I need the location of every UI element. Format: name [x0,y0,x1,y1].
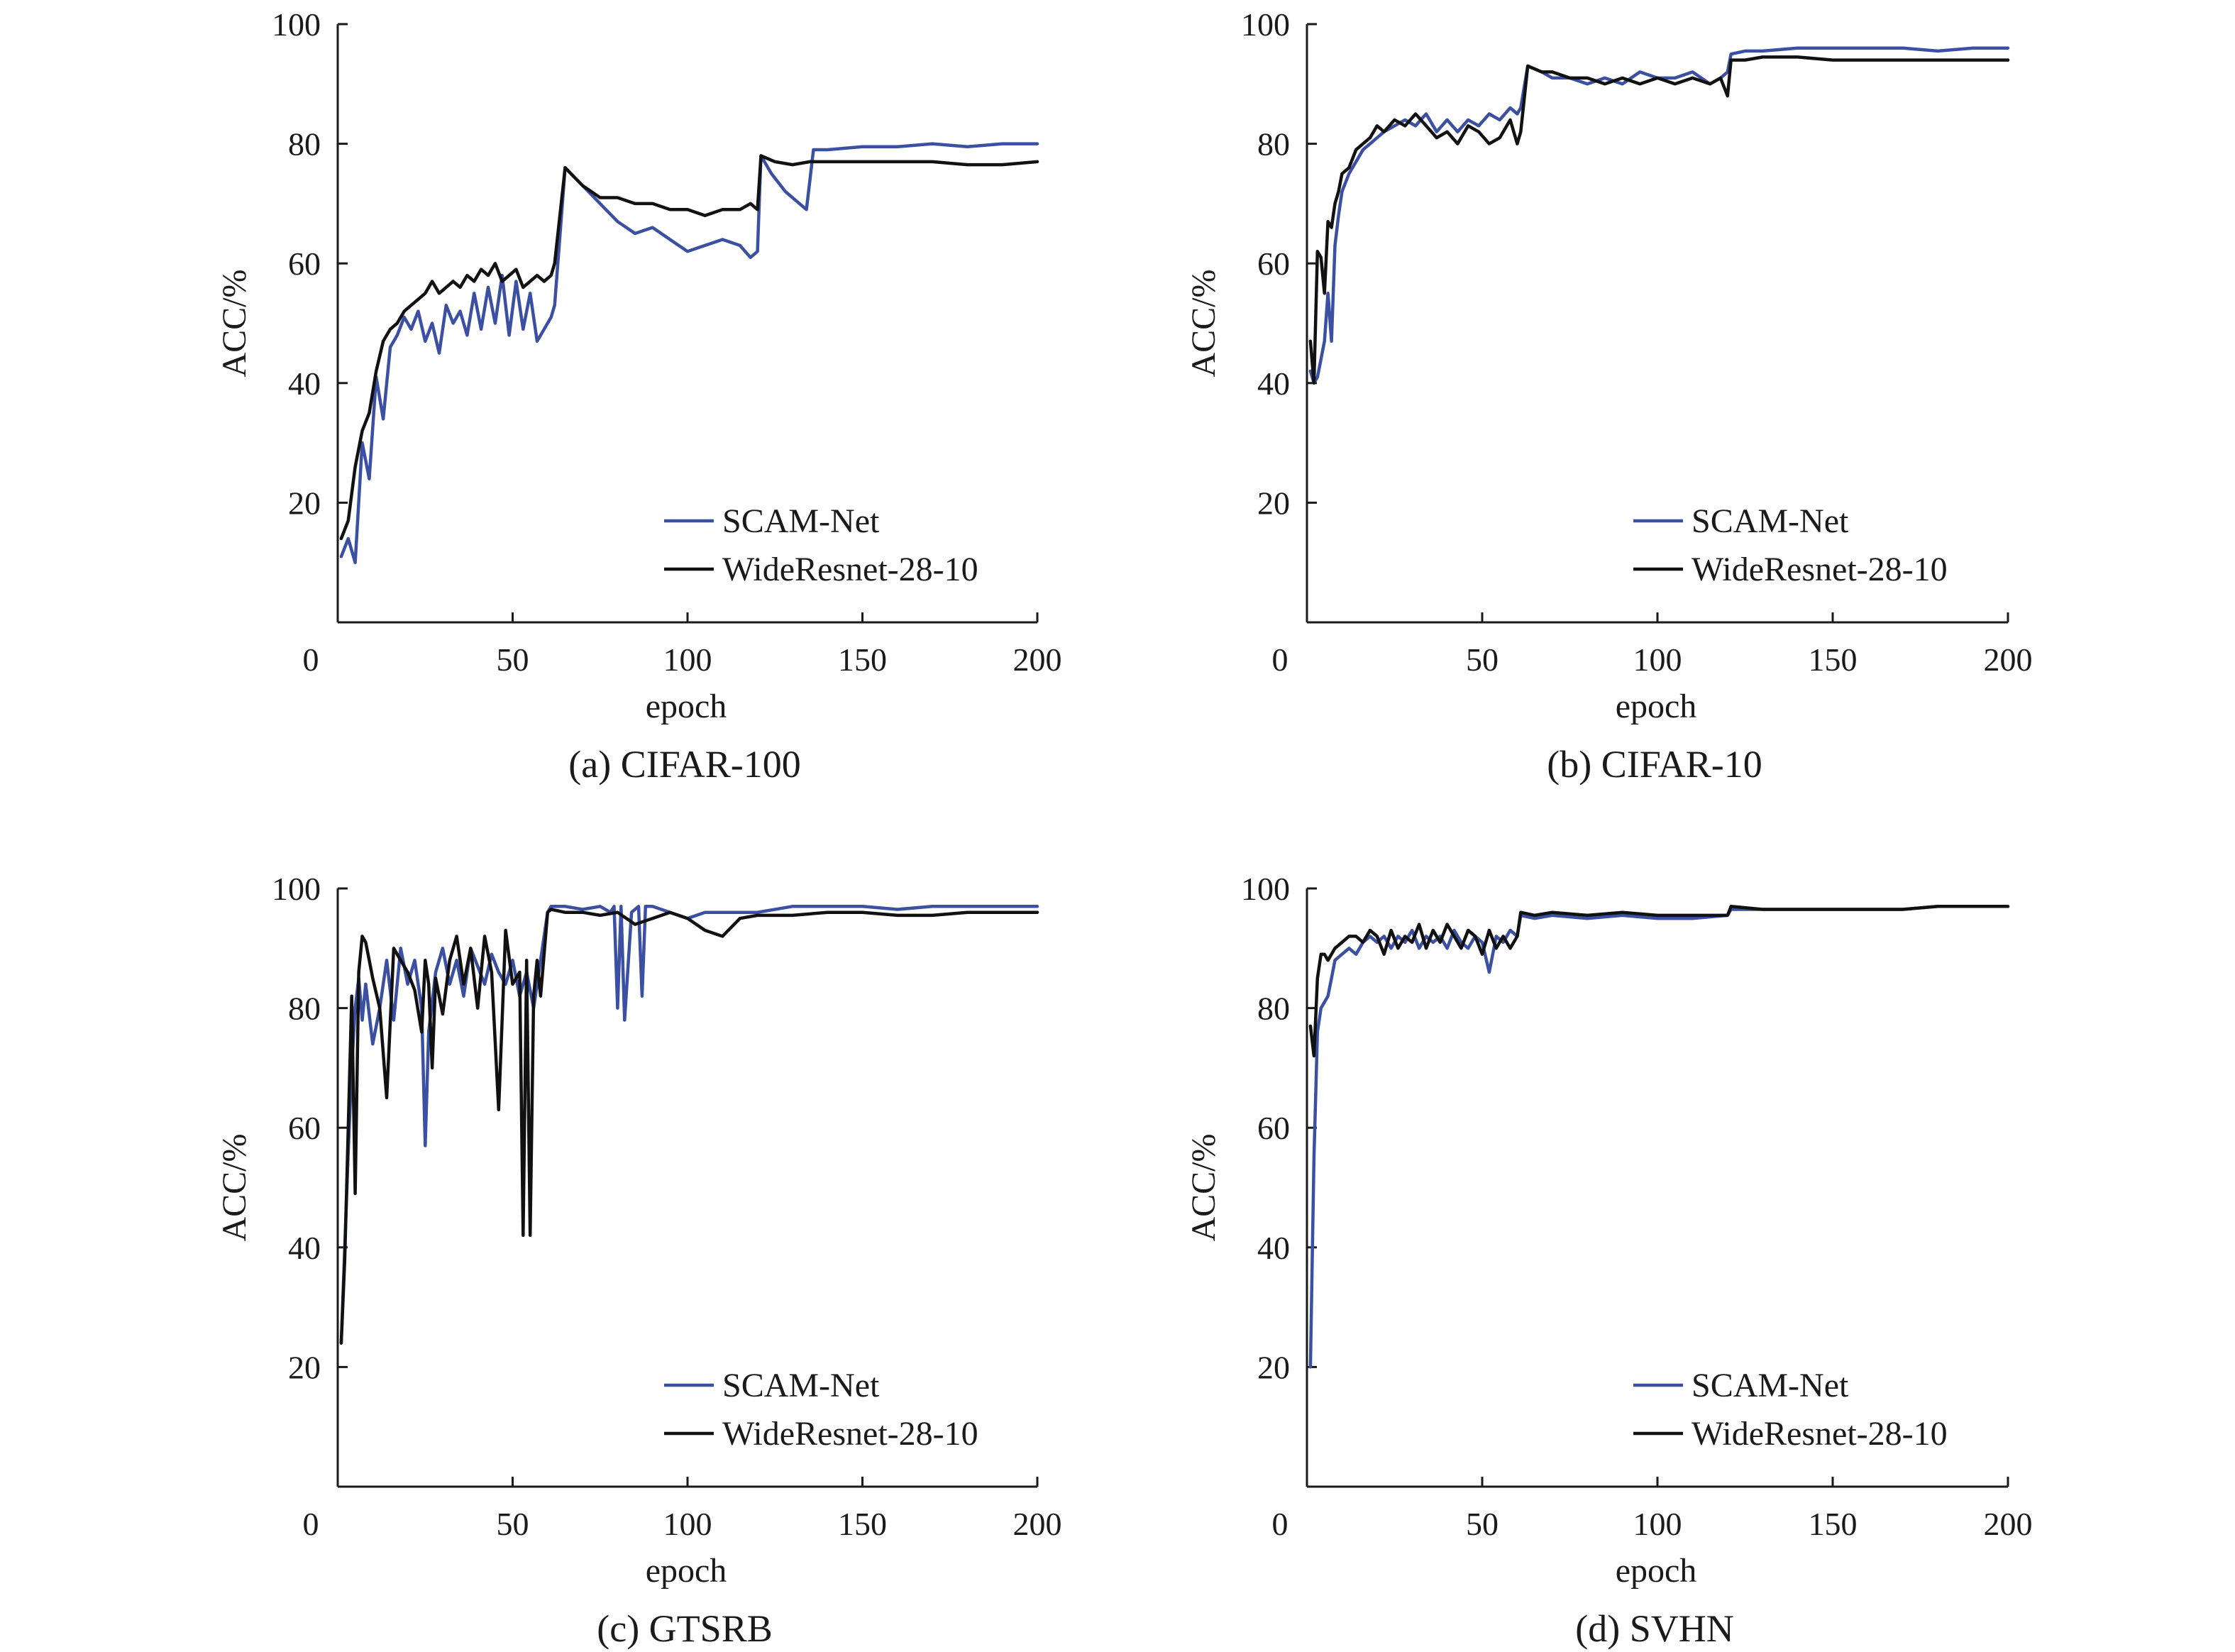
y-tick-label: 20 [288,1349,321,1385]
x-tick-label: 0 [303,1506,319,1542]
y-axis-title: ACC/% [1185,269,1223,377]
x-tick-label: 0 [1272,641,1288,678]
x-tick-label: 150 [838,641,887,678]
x-tick-label: 200 [1984,641,2033,678]
y-axis-title: ACC/% [1185,1133,1223,1241]
x-tick-label: 0 [303,641,319,678]
y-tick-label: 40 [288,365,321,402]
panel-caption: (b) CIFAR-10 [1547,743,1762,786]
series-line-scam-net [339,142,1039,564]
panel-gtsrb: 20 40 60 80 100 0 50 100 150 200 epoch ACC/% (c) GTS… [216,871,1062,1650]
y-tick-label: 60 [1257,1110,1290,1146]
series-line-wideresnet [339,154,1039,541]
y-axis-title: ACC/% [216,1133,253,1241]
x-axis-title: epoch [646,1552,727,1590]
x-tick-label: 100 [1633,641,1682,678]
y-tick-label: 40 [1257,365,1290,402]
panel-caption: (a) CIFAR-100 [568,743,800,786]
y-tick-label: 20 [288,485,321,521]
y-tick-label: 60 [1257,246,1290,282]
y-tick-label: 100 [1241,871,1290,907]
x-axis-title: epoch [1616,688,1697,725]
x-tick-label: 100 [663,641,712,678]
x-tick-label: 50 [1466,641,1499,678]
x-tick-label: 0 [1272,1506,1288,1542]
y-tick-label: 80 [288,126,321,163]
y-axis-title: ACC/% [216,269,253,377]
y-tick-label: 100 [272,6,321,43]
y-tick-label: 40 [1257,1230,1290,1266]
legend-label: WideResnet-28-10 [1692,1415,1948,1453]
y-tick-label: 100 [272,871,321,907]
legend-label: WideResnet-28-10 [722,551,978,588]
y-tick-label: 20 [1257,1349,1290,1385]
legend-label: SCAM-Net [1692,502,1849,540]
series-line-scam-net [1308,905,2010,1369]
y-tick-label: 20 [1257,485,1290,521]
legend-label: SCAM-Net [722,502,880,540]
x-tick-label: 100 [663,1506,712,1542]
series-line-wideresnet [1308,905,2010,1058]
series-line-scam-net [339,905,1039,1345]
y-tick-label: 80 [1257,126,1290,163]
panel-caption: (c) GTSRB [597,1607,772,1650]
x-tick-label: 200 [1984,1506,2033,1542]
series-line-scam-net [1308,46,2010,385]
y-tick-label: 80 [288,991,321,1027]
x-tick-label: 50 [1466,1506,1499,1542]
y-tick-label: 40 [288,1230,321,1266]
series-line-wideresnet [1308,55,2010,385]
x-axis-title: epoch [1616,1552,1697,1590]
x-tick-label: 100 [1633,1506,1682,1542]
x-tick-label: 150 [1809,1506,1858,1542]
series-line-wideresnet [339,908,1039,1345]
legend-label: SCAM-Net [1692,1367,1849,1404]
x-tick-label: 50 [497,641,529,678]
panel-cifar100: 20 40 60 80 100 0 50 100 150 200 epoch ACC/% (a) CIF… [216,6,1062,786]
panel-cifar10: 20 40 60 80 100 0 50 100 150 200 epoch ACC/% (b) CIF… [1185,6,2033,786]
panel-svhn: 20 40 60 80 100 0 50 100 150 200 epoch ACC/% (d) SVH… [1185,871,2033,1650]
y-tick-label: 60 [288,246,321,282]
legend-label: SCAM-Net [722,1367,880,1404]
legend-label: WideResnet-28-10 [1692,551,1948,588]
panel-caption: (d) SVHN [1575,1607,1734,1650]
x-tick-label: 150 [838,1506,887,1542]
y-tick-label: 100 [1241,6,1290,43]
x-tick-label: 200 [1013,1506,1062,1542]
x-tick-label: 50 [497,1506,529,1542]
x-axis-title: epoch [646,688,727,725]
legend-label: WideResnet-28-10 [722,1415,978,1453]
y-tick-label: 60 [288,1110,321,1146]
y-tick-label: 80 [1257,991,1290,1027]
x-tick-label: 200 [1013,641,1062,678]
x-tick-label: 150 [1809,641,1858,678]
